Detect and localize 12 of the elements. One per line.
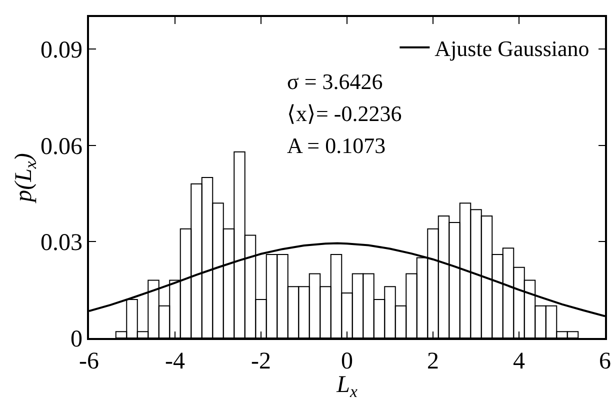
y-tick-label: 0.03 xyxy=(40,230,82,256)
x-tick-label: 4 xyxy=(513,348,525,375)
annotation: ⟨x⟩= -0.2236 xyxy=(287,101,402,126)
legend-label: Ajuste Gaussiano xyxy=(434,36,590,62)
x-tick-label: -4 xyxy=(165,348,185,375)
x-tick-label: -2 xyxy=(251,348,271,375)
x-tick-label: 2 xyxy=(427,348,439,375)
annotation: A = 0.1073 xyxy=(287,133,386,158)
annotation: σ = 3.6426 xyxy=(287,69,383,94)
y-tick-label: 0.06 xyxy=(40,134,82,160)
x-tick-label: 6 xyxy=(599,348,611,375)
y-tick-label: 0.09 xyxy=(40,38,82,64)
